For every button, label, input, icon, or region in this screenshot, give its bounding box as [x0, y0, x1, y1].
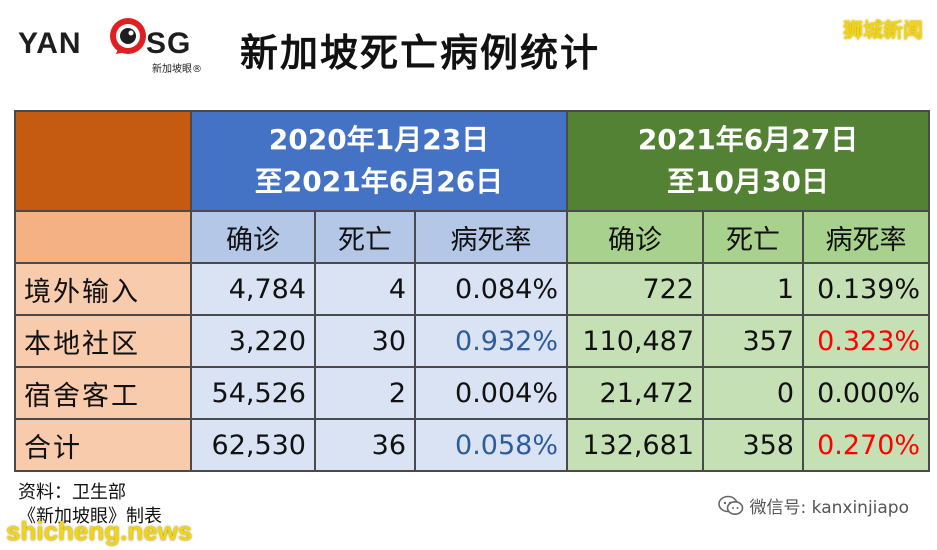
period-header-1: 2020年1月23日 至2021年6月26日 — [190, 110, 568, 212]
death-stats-table: 2020年1月23日 至2021年6月26日 2021年6月27日 至10月30… — [14, 110, 931, 472]
period-2-line-2: 至10月30日 — [667, 165, 829, 198]
cell-confirmed-p2: 110,487 — [566, 314, 704, 368]
watermark-top: 狮城新闻 — [843, 18, 923, 42]
table-row: 境外输入 4,784 4 0.084% 722 1 0.139% — [14, 262, 931, 316]
wechat-icon — [717, 495, 743, 515]
cell-deaths-p2: 357 — [702, 314, 804, 368]
cell-confirmed-p1: 54,526 — [190, 366, 316, 420]
cell-rate-p1: 0.084% — [414, 262, 568, 316]
col-header-deaths-p1: 死亡 — [314, 210, 416, 264]
source-line-1: 资料：卫生部 — [18, 482, 126, 503]
col-header-rate-p2: 病死率 — [801, 210, 931, 264]
cell-rate-p2: 0.000% — [801, 366, 931, 420]
row-label: 宿舍客工 — [14, 366, 192, 420]
period-header-2: 2021年6月27日 至10月30日 — [565, 110, 931, 212]
source-note: 资料：卫生部 《新加坡眼》制表 — [18, 481, 162, 529]
wechat-id: 微信号: kanxinjiapo — [717, 493, 909, 518]
cell-confirmed-p1: 4,784 — [190, 262, 316, 316]
cell-deaths-p2: 0 — [702, 366, 804, 420]
column-header-row: 确诊 死亡 病死率 确诊 死亡 病死率 — [14, 210, 931, 264]
cell-rate-p1: 0.004% — [414, 366, 568, 420]
cell-confirmed-p2: 132,681 — [566, 418, 704, 472]
col-header-confirmed-p2: 确诊 — [566, 210, 704, 264]
logo-subtitle: 新加坡眼® — [152, 64, 202, 75]
cell-rate-p2: 0.323% — [801, 314, 931, 368]
wechat-text: 微信号: kanxinjiapo — [749, 498, 909, 518]
cell-rate-p2: 0.270% — [801, 418, 931, 472]
row-label: 合计 — [14, 418, 192, 472]
cell-confirmed-p1: 62,530 — [190, 418, 316, 472]
logo-text-left: YAN — [18, 27, 82, 60]
cell-deaths-p1: 4 — [314, 262, 416, 316]
page-title: 新加坡死亡病例统计 — [240, 31, 601, 75]
col-header-deaths-p2: 死亡 — [702, 210, 804, 264]
cell-deaths-p1: 2 — [314, 366, 416, 420]
subheader-corner — [14, 210, 192, 264]
corner-header — [14, 110, 192, 212]
cell-rate-p2: 0.139% — [801, 262, 931, 316]
row-label: 本地社区 — [14, 314, 192, 368]
cell-rate-p1: 0.058% — [414, 418, 568, 472]
period-1-line-1: 2020年1月23日 — [268, 123, 490, 156]
cell-deaths-p2: 1 — [702, 262, 804, 316]
period-header-row: 2020年1月23日 至2021年6月26日 2021年6月27日 至10月30… — [14, 110, 931, 212]
col-header-confirmed-p1: 确诊 — [190, 210, 316, 264]
logo-text-right: SG — [146, 27, 192, 60]
period-2-line-1: 2021年6月27日 — [637, 123, 859, 156]
table-row: 本地社区 3,220 30 0.932% 110,487 357 0.323% — [14, 314, 931, 368]
source-line-2: 《新加坡眼》制表 — [18, 506, 162, 527]
cell-deaths-p1: 30 — [314, 314, 416, 368]
table-row: 宿舍客工 54,526 2 0.004% 21,472 0 0.000% — [14, 366, 931, 420]
table-row-total: 合计 62,530 36 0.058% 132,681 358 0.270% — [14, 418, 931, 472]
row-label: 境外输入 — [14, 262, 192, 316]
cell-rate-p1: 0.932% — [414, 314, 568, 368]
period-1-line-2: 至2021年6月26日 — [254, 165, 504, 198]
eye-icon — [110, 18, 146, 54]
cell-confirmed-p1: 3,220 — [190, 314, 316, 368]
logo: YAN SG 新加坡眼® — [14, 14, 224, 75]
watermark-bottom: shicheng.news — [6, 516, 193, 546]
cell-deaths-p2: 358 — [702, 418, 804, 472]
cell-confirmed-p2: 722 — [566, 262, 704, 316]
cell-deaths-p1: 36 — [314, 418, 416, 472]
col-header-rate-p1: 病死率 — [414, 210, 568, 264]
cell-confirmed-p2: 21,472 — [566, 366, 704, 420]
